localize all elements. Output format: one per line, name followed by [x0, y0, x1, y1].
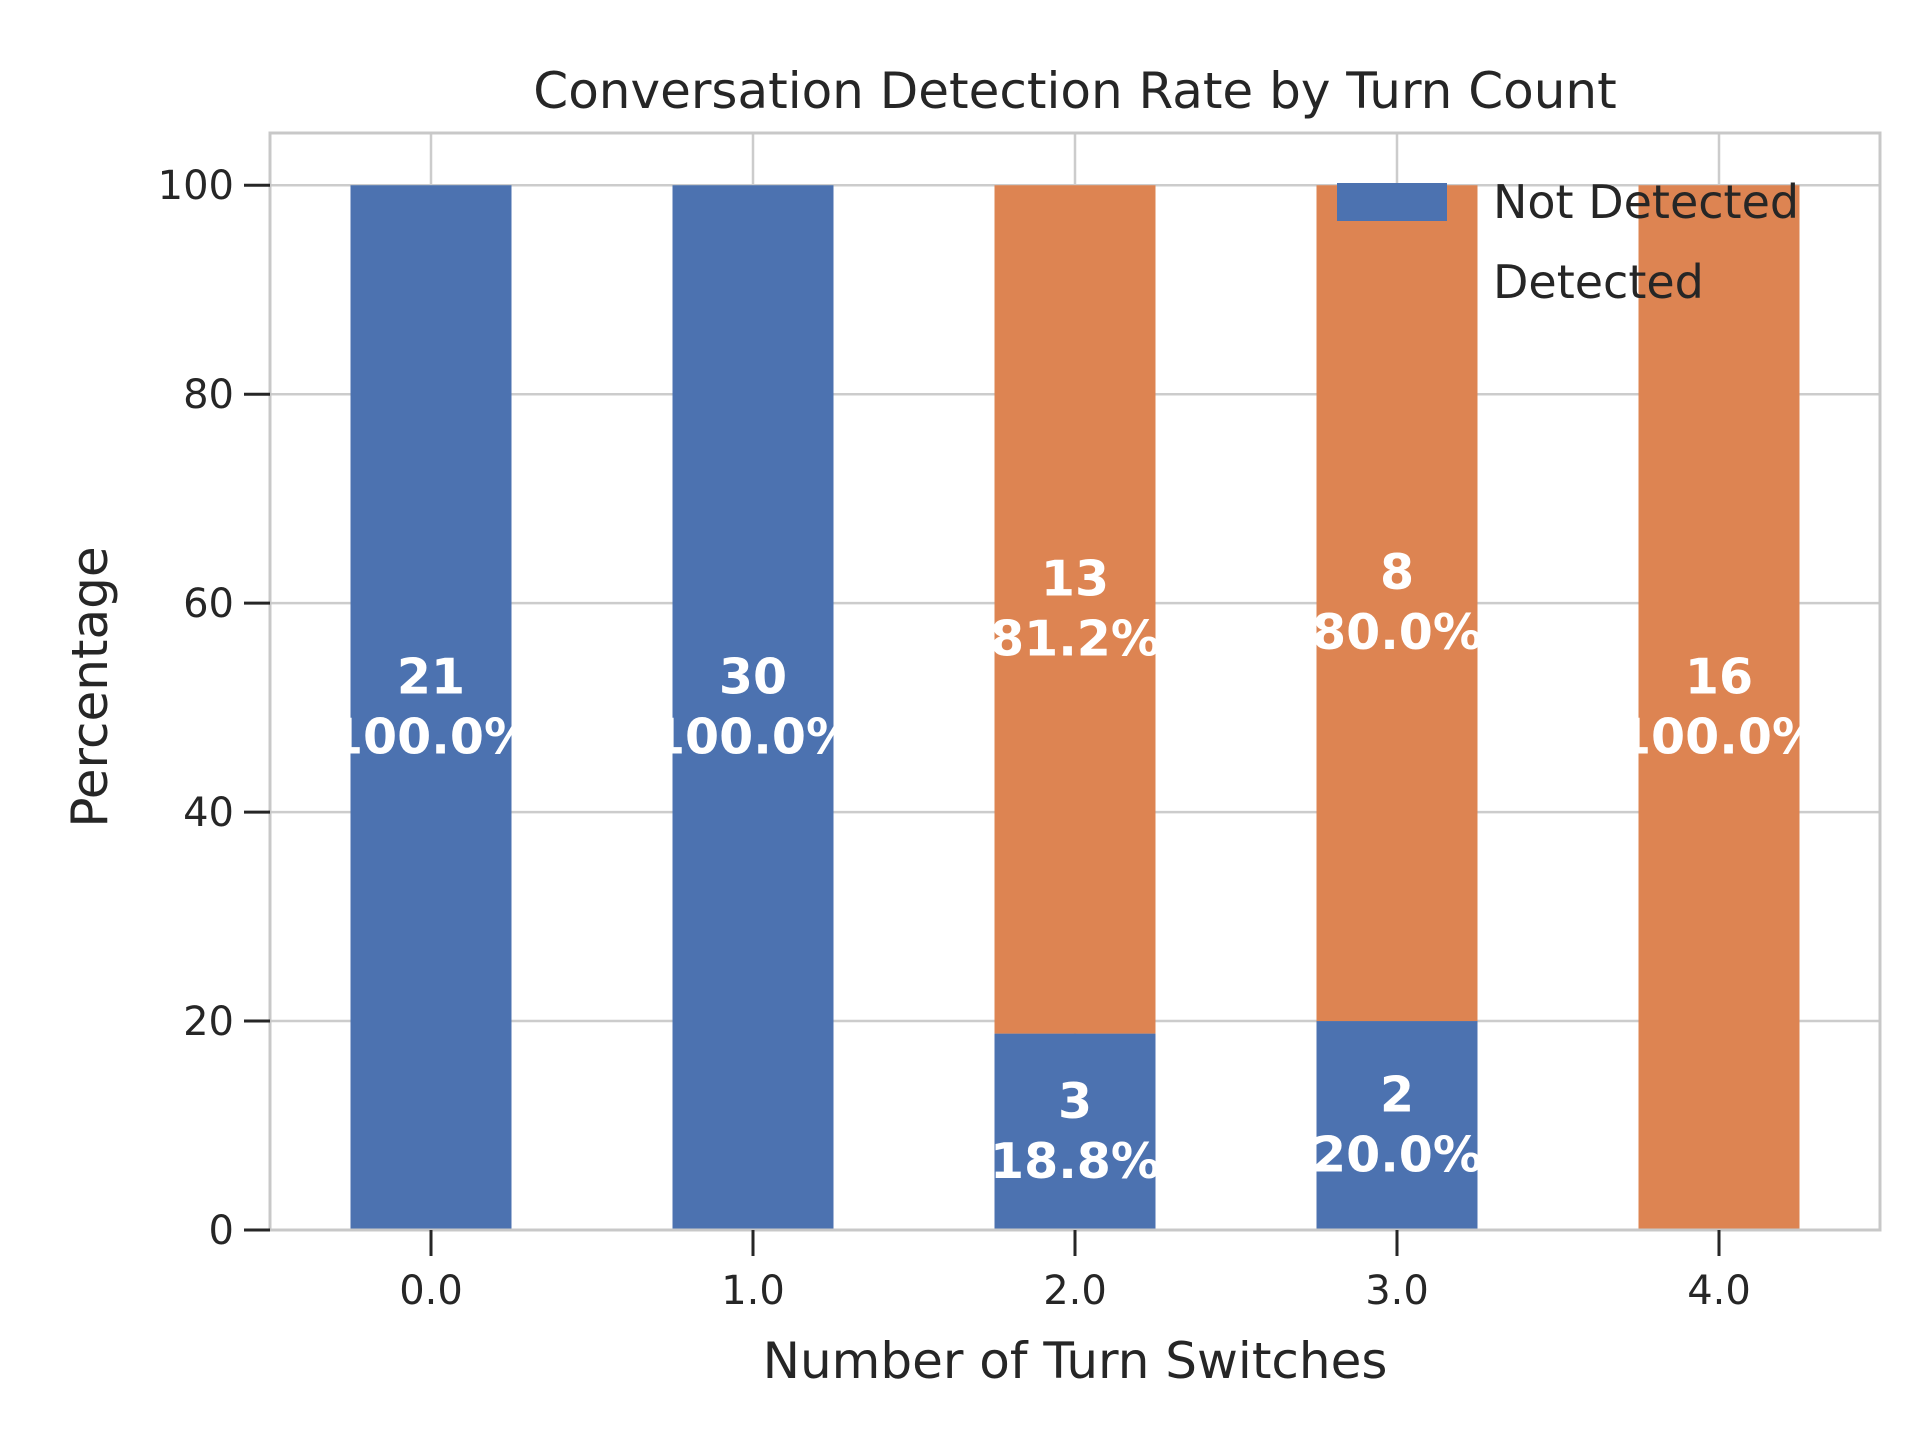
- x-axis-label: Number of Turn Switches: [763, 1332, 1388, 1390]
- x-tick-label: 0.0: [399, 1268, 463, 1314]
- legend-swatch: [1337, 263, 1447, 301]
- bar-not-detected: [994, 1033, 1156, 1230]
- bar-not-detected: [1316, 1021, 1478, 1230]
- bar-detected: [994, 185, 1156, 1034]
- legend-swatch: [1337, 183, 1447, 221]
- y-tick-label: 0: [209, 1208, 234, 1254]
- x-tick-label: 1.0: [721, 1268, 785, 1314]
- bar-percent-label: 100.0%: [651, 709, 855, 766]
- y-tick-label: 80: [183, 372, 234, 418]
- x-tick-label: 4.0: [1687, 1268, 1751, 1314]
- legend: Not Detected Detected: [1337, 175, 1799, 309]
- bar-percent-label: 100.0%: [1617, 709, 1821, 766]
- bar-not-detected: [672, 185, 834, 1231]
- bar-count-label: 3: [1058, 1073, 1092, 1130]
- y-tick-label: 20: [183, 999, 234, 1045]
- bar-count-label: 8: [1380, 544, 1414, 601]
- legend-label: Detected: [1493, 255, 1704, 309]
- legend-label: Not Detected: [1493, 175, 1799, 229]
- x-tick-label: 2.0: [1043, 1268, 1107, 1314]
- bar-labels: 21100.0%30100.0%318.8%220.0%1381.2%880.0…: [329, 544, 1821, 1190]
- y-tick-label: 60: [183, 581, 234, 627]
- bars: [350, 185, 1800, 1231]
- bar-count-label: 30: [719, 649, 787, 706]
- bar-not-detected: [350, 185, 512, 1231]
- y-tick-label: 100: [158, 163, 234, 209]
- bar-count-label: 2: [1380, 1067, 1414, 1124]
- bar-percent-label: 20.0%: [1312, 1127, 1482, 1184]
- bar-detected: [1638, 185, 1800, 1231]
- bar-percent-label: 81.2%: [990, 610, 1160, 667]
- y-axis-label: Percentage: [61, 546, 119, 827]
- y-tick-label: 40: [183, 790, 234, 836]
- bar-percent-label: 18.8%: [990, 1133, 1160, 1190]
- axis-ticks: 0 20 40 60 80 100 0.0 1.0 2.0 3.0 4.0: [158, 163, 1751, 1314]
- bar-count-label: 16: [1685, 649, 1753, 706]
- bar-percent-label: 80.0%: [1312, 604, 1482, 661]
- bar-percent-label: 100.0%: [329, 709, 533, 766]
- bar-count-label: 21: [397, 649, 465, 706]
- chart-title: Conversation Detection Rate by Turn Coun…: [533, 62, 1616, 120]
- bar-detected: [1316, 185, 1478, 1022]
- x-tick-label: 3.0: [1365, 1268, 1429, 1314]
- bar-count-label: 13: [1041, 550, 1109, 607]
